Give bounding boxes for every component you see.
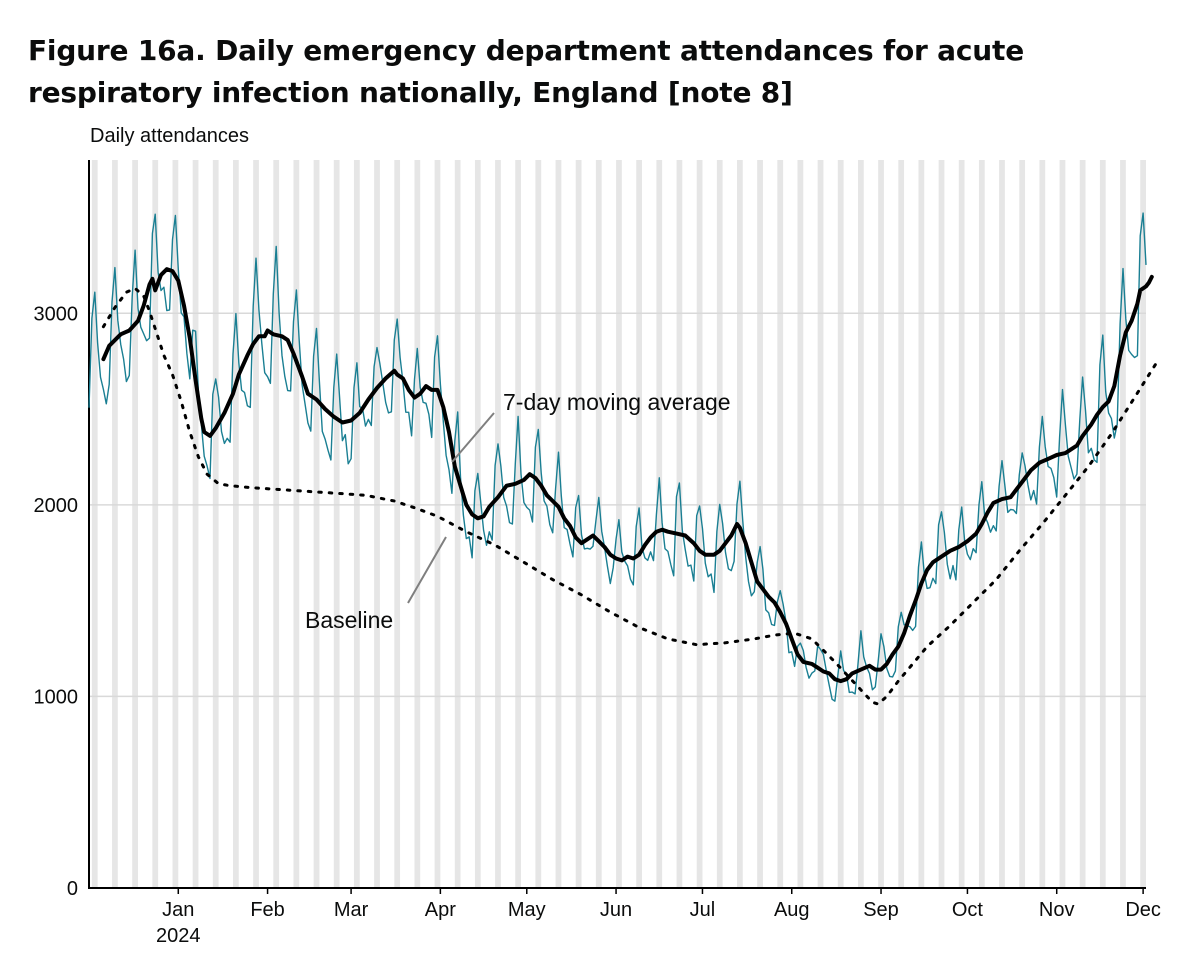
moving-average-leader-line xyxy=(451,412,495,463)
weekend-band xyxy=(1039,160,1046,888)
weekend-band xyxy=(112,160,118,888)
weekend-band xyxy=(212,160,219,888)
x-tick-label: Sep xyxy=(863,899,899,921)
weekend-band xyxy=(394,160,401,888)
baseline-line xyxy=(101,286,1159,706)
weekend-band xyxy=(253,160,259,888)
weekend-bands xyxy=(91,160,1146,888)
weekend-band xyxy=(313,160,320,888)
y-tick-label: 2000 xyxy=(34,495,79,517)
y-axis-label: Daily attendances xyxy=(90,125,249,147)
weekend-band xyxy=(696,160,703,888)
x-tick-label: May xyxy=(508,899,546,921)
weekend-band xyxy=(999,160,1005,888)
weekend-band xyxy=(495,160,501,888)
baseline-annotation: Baseline xyxy=(305,607,393,633)
weekend-band xyxy=(797,160,804,888)
weekend-band xyxy=(757,160,763,888)
weekend-band xyxy=(233,160,239,888)
weekend-band xyxy=(293,160,300,888)
x-tick-label: Jul xyxy=(690,899,716,921)
weekend-band xyxy=(918,160,925,888)
weekend-band xyxy=(333,160,340,888)
annotations: 7-day moving average Baseline xyxy=(305,389,731,633)
weekend-band xyxy=(192,160,199,888)
weekend-band xyxy=(636,160,642,888)
weekend-band xyxy=(878,160,884,888)
weekend-band xyxy=(898,160,905,888)
x-tick-label: Jun xyxy=(600,899,632,921)
moving-average-line xyxy=(101,267,1154,684)
weekend-band xyxy=(1059,160,1066,888)
weekend-band xyxy=(1120,160,1126,888)
weekend-band xyxy=(716,160,723,888)
weekend-band xyxy=(515,160,522,888)
weekend-band xyxy=(817,160,824,888)
y-tick-label: 1000 xyxy=(34,686,79,708)
x-tick-label: Oct xyxy=(952,899,984,921)
weekend-band xyxy=(857,160,864,888)
weekend-band xyxy=(1019,160,1026,888)
weekend-band xyxy=(454,160,461,888)
weekend-band xyxy=(737,160,743,888)
weekend-band xyxy=(374,160,380,888)
y-tick-label: 3000 xyxy=(34,303,79,325)
baseline-leader-line xyxy=(407,536,447,604)
gridlines xyxy=(89,312,1146,698)
weekend-band xyxy=(172,160,179,888)
weekend-band xyxy=(132,160,138,888)
weekend-band xyxy=(958,160,965,888)
weekend-band xyxy=(595,160,602,888)
weekend-band xyxy=(575,160,582,888)
x-tick-label: Apr xyxy=(425,899,456,921)
x-tick-label: Mar xyxy=(334,899,369,921)
x-tick-label: Nov xyxy=(1039,899,1075,921)
x-tick-label: Aug xyxy=(774,899,810,921)
weekend-band xyxy=(353,160,360,888)
weekend-band xyxy=(474,160,481,888)
series xyxy=(88,212,1159,706)
weekend-band xyxy=(676,160,683,888)
weekend-band xyxy=(837,160,844,888)
weekend-band xyxy=(656,160,663,888)
weekend-band xyxy=(1099,160,1106,888)
weekend-band xyxy=(555,160,562,888)
weekend-band xyxy=(1079,160,1086,888)
weekend-band xyxy=(414,160,421,888)
weekend-band xyxy=(535,160,542,888)
weekend-band xyxy=(938,160,945,888)
weekend-band xyxy=(273,160,280,888)
x-tick-label: Feb xyxy=(250,899,284,921)
axes: 0 1000 2000 3000 Jan 2024 Feb Mar Apr May Jun Jul Au… xyxy=(34,160,1161,947)
weekend-band xyxy=(434,160,441,888)
y-tick-label: 0 xyxy=(67,878,78,900)
x-tick-label: Dec xyxy=(1125,899,1161,921)
x-tick-label: Jan xyxy=(162,899,194,921)
x-tick-sublabel: 2024 xyxy=(156,925,201,947)
daily-attendances-line xyxy=(88,212,1147,702)
weekend-band xyxy=(1140,160,1146,888)
weekend-band xyxy=(777,160,784,888)
chart-title: Figure 16a. Daily emergency department a… xyxy=(28,34,1024,109)
weekend-band xyxy=(152,160,159,888)
weekend-band xyxy=(91,160,98,888)
moving-average-annotation: 7-day moving average xyxy=(503,389,731,415)
